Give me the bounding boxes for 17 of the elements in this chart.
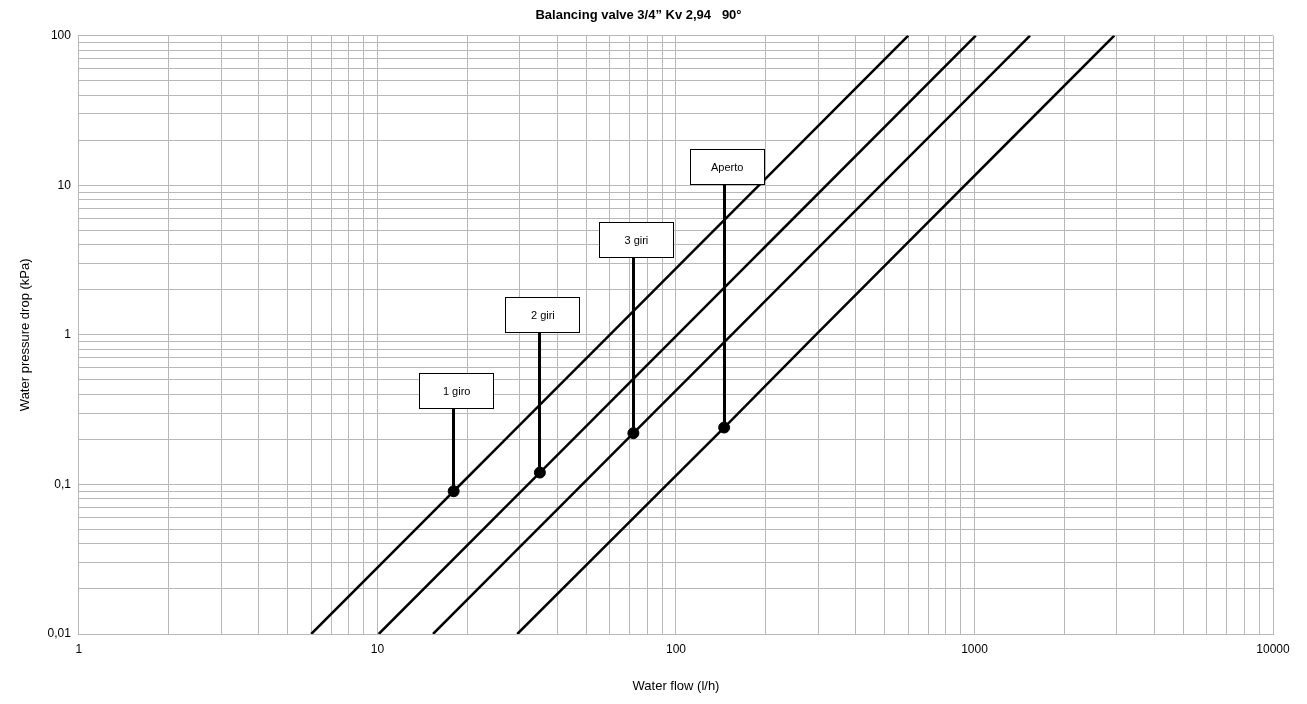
y-axis-title: Water pressure drop (kPa) xyxy=(17,258,33,412)
x-tick-label: 1000 xyxy=(961,641,989,656)
x-axis-title: Water flow (l/h) xyxy=(632,677,720,693)
callout-box: 2 giri xyxy=(505,296,581,333)
y-tick-label: 100 xyxy=(50,27,72,42)
x-tick-label: 100 xyxy=(665,641,687,656)
y-tick-label: 0,1 xyxy=(54,476,72,491)
x-tick-label: 1 xyxy=(75,641,83,656)
chart-title: Balancing valve 3/4” Kv 2,94 90° xyxy=(535,7,742,23)
callout-box: 3 giri xyxy=(598,222,674,259)
y-tick-label: 1 xyxy=(64,327,72,342)
callout-box: Aperto xyxy=(689,148,765,185)
y-tick-label: 10 xyxy=(57,177,72,192)
x-tick-label: 10 xyxy=(370,641,385,656)
callout-box: 1 giro xyxy=(419,373,495,410)
x-tick-label: 10000 xyxy=(1256,641,1291,656)
y-tick-label: 0,01 xyxy=(47,626,72,641)
